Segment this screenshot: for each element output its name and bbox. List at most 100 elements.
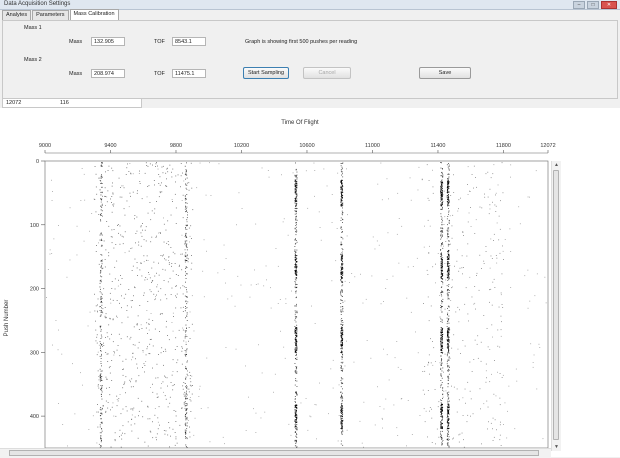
scatter-point: [180, 186, 181, 188]
scatter-point: [341, 378, 343, 380]
scatter-point: [341, 204, 343, 206]
scatter-point: [132, 191, 134, 193]
scatter-point: [487, 406, 489, 408]
scatter-point: [447, 383, 449, 385]
scatter-point: [159, 331, 160, 332]
scatter-point: [132, 344, 134, 346]
scatter-point: [342, 162, 344, 164]
maximize-icon[interactable]: □: [587, 1, 599, 9]
scatter-point: [311, 305, 312, 307]
scatter-point: [441, 221, 443, 223]
scatter-point: [101, 266, 102, 268]
scatter-point: [496, 222, 498, 224]
scatter-point: [440, 204, 442, 206]
scatter-point: [340, 254, 342, 256]
scroll-up-icon[interactable]: ▲: [554, 162, 559, 168]
scatter-point: [177, 275, 179, 276]
scatter-point: [96, 245, 97, 246]
tab-mass-calibration[interactable]: Mass Calibration: [69, 9, 119, 20]
scatter-point: [446, 336, 448, 338]
scatter-point: [203, 296, 205, 298]
scatter-point: [296, 371, 298, 373]
scatter-point: [125, 293, 127, 295]
horizontal-scroll-thumb[interactable]: [9, 450, 539, 456]
scatter-point: [340, 187, 342, 189]
scatter-point: [294, 328, 296, 330]
scatter-point: [295, 380, 296, 382]
scatter-point: [295, 334, 296, 336]
scatter-point: [481, 268, 482, 269]
scatter-point: [442, 231, 444, 233]
vertical-scroll-thumb[interactable]: [553, 170, 559, 440]
scatter-point: [165, 172, 167, 174]
scatter-point: [441, 415, 443, 416]
scatter-point: [146, 310, 148, 311]
scatter-point: [427, 436, 428, 438]
scatter-point: [447, 377, 449, 379]
scatter-point: [145, 277, 147, 278]
scatter-point: [131, 430, 133, 432]
scatter-point: [340, 168, 342, 170]
scatter-point: [494, 360, 495, 361]
cancel-button[interactable]: Cancel: [303, 67, 351, 79]
scatter-point: [161, 166, 163, 168]
close-icon[interactable]: ✕: [601, 1, 617, 9]
tab-analytes[interactable]: Analytes: [2, 10, 32, 20]
save-button[interactable]: Save: [419, 67, 471, 79]
scatter-point: [442, 427, 443, 429]
scatter-point: [295, 204, 297, 206]
scatter-point: [135, 242, 136, 244]
scatter-point: [442, 331, 443, 333]
scatter-point: [340, 292, 342, 294]
scatter-point: [341, 411, 342, 413]
scatter-point: [441, 193, 443, 195]
scatter-point: [340, 306, 342, 308]
scatter-point: [295, 416, 297, 418]
scatter-point: [442, 220, 443, 222]
scatter-point: [295, 328, 297, 330]
scatter-point: [159, 191, 161, 193]
scatter-point: [440, 192, 442, 194]
scatter-point: [441, 292, 442, 293]
minimize-icon[interactable]: –: [573, 1, 585, 9]
mass1-mass-field[interactable]: 132.905: [91, 37, 125, 46]
scatter-point: [441, 182, 443, 184]
scatter-point: [489, 349, 491, 350]
scatter-point: [447, 187, 449, 189]
scatter-point: [146, 196, 148, 198]
scatter-point: [159, 424, 160, 426]
scatter-point: [295, 435, 297, 437]
scatter-point: [446, 271, 448, 273]
scatter-point: [296, 347, 298, 349]
scatter-point: [101, 265, 102, 267]
vertical-scrollbar[interactable]: ▲ ▼: [551, 161, 561, 451]
mass1-tof-field[interactable]: 8543.1: [172, 37, 206, 46]
scatter-point: [442, 193, 443, 195]
scatter-point: [440, 386, 442, 388]
scatter-point: [448, 165, 450, 167]
scatter-point: [101, 191, 103, 193]
mass2-mass-field[interactable]: 208.974: [91, 69, 125, 78]
scatter-point: [447, 232, 449, 234]
scatter-point: [448, 197, 449, 199]
scatter-point: [159, 232, 161, 233]
scatter-point: [341, 357, 343, 358]
scatter-point: [447, 343, 449, 345]
start-sampling-button[interactable]: Start Sampling: [243, 67, 289, 79]
scatter-point: [296, 415, 298, 417]
scatter-point: [100, 281, 102, 283]
scatter-point: [181, 350, 183, 352]
horizontal-scrollbar[interactable]: [0, 448, 551, 458]
scatter-point: [309, 415, 311, 417]
tab-parameters[interactable]: Parameters: [32, 10, 69, 20]
scatter-point: [186, 315, 188, 317]
scatter-point: [468, 320, 469, 322]
scroll-down-icon[interactable]: ▼: [554, 444, 559, 450]
scatter-point: [493, 233, 495, 235]
mass2-tof-field[interactable]: 11475.1: [172, 69, 206, 78]
scatter-point: [447, 166, 449, 168]
scatter-point: [440, 348, 442, 350]
scatter-point: [170, 382, 172, 383]
scatter-point: [341, 382, 343, 384]
scatter-point: [142, 350, 144, 351]
